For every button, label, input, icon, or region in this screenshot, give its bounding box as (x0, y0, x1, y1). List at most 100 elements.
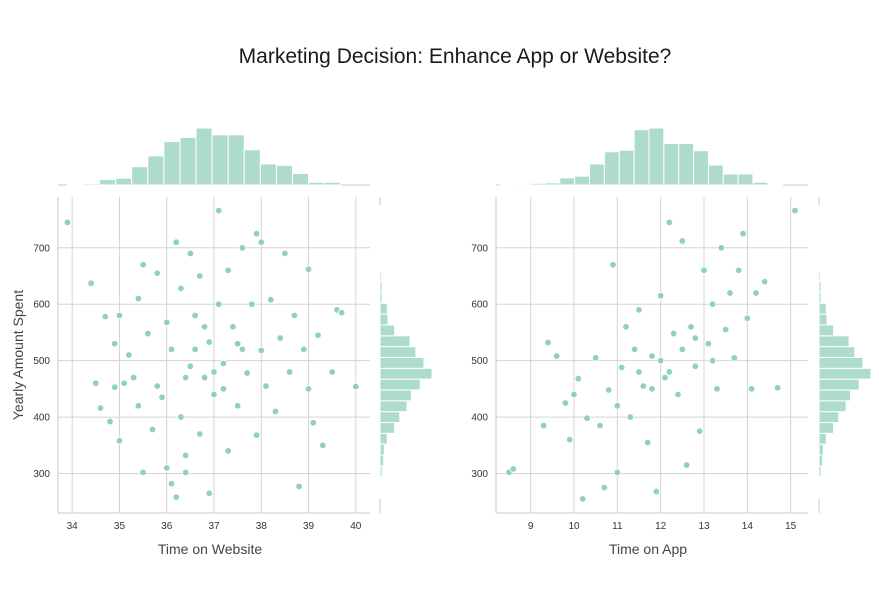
scatter-point (304, 385, 313, 393)
scatter-point (682, 461, 691, 469)
scatter-point (643, 438, 652, 447)
scatter-point (669, 329, 678, 338)
scatter-point (717, 244, 726, 252)
scatter-panel-app: 9 10 11 12 13 14 15 300 400 500 600 700 (471, 197, 808, 532)
scatter-point (139, 261, 147, 269)
scatter-point (205, 338, 213, 346)
scatter-point (613, 468, 622, 477)
scatter-point (229, 323, 237, 331)
scatter-point (158, 393, 166, 402)
scatter-point (565, 435, 574, 444)
scatter-point (656, 292, 665, 300)
scatter-point (708, 356, 717, 365)
scatter-point (613, 402, 622, 410)
x-tick-label: 9 (528, 521, 534, 532)
right-hist-bar (379, 356, 425, 369)
scatter-point (539, 421, 548, 430)
scatter-point (600, 483, 609, 492)
right-hist-bar (379, 454, 385, 467)
scatter-point (687, 323, 695, 331)
top-hist-bar (693, 150, 709, 186)
scatter-point (570, 390, 578, 399)
scatter-point (139, 468, 147, 477)
scatter-point (167, 345, 176, 354)
scatter-point (734, 266, 743, 275)
scatter-point (233, 340, 242, 348)
scatter-point (191, 311, 199, 320)
x-tick-label: 37 (208, 521, 220, 532)
scatter-point (153, 382, 161, 390)
top-hist-bar (259, 163, 277, 186)
right-hist-bar (818, 324, 835, 337)
scatter-point (219, 385, 228, 393)
scatter-point (153, 269, 161, 277)
right-hist-bar (379, 421, 396, 434)
scatter-point (238, 345, 247, 354)
scatter-point (578, 495, 587, 503)
top-hist-bar (722, 173, 739, 186)
scatter-point (352, 382, 360, 391)
right-hist-bar (379, 270, 382, 283)
right-hist-bar (379, 367, 433, 380)
scatter-point (134, 294, 143, 303)
top-hist-bar (752, 181, 769, 186)
top-hist-bar (195, 127, 213, 186)
scatter-point (721, 325, 730, 334)
right-hist-bar (379, 302, 388, 315)
scatter-point (252, 229, 261, 238)
right-hist-bar (379, 291, 383, 304)
scatter-point (304, 265, 313, 273)
top-hist-bar (574, 175, 591, 186)
right-histogram-website (379, 197, 433, 513)
scatter-point (622, 323, 630, 331)
scatter-point (708, 300, 717, 308)
scatter-point (215, 206, 223, 215)
y-tick-label: 300 (471, 469, 488, 480)
right-hist-bar (379, 486, 382, 499)
top-hist-bar (737, 173, 754, 186)
scatter-point (635, 306, 643, 314)
scatter-point (596, 421, 604, 430)
scatter-point (665, 368, 674, 376)
top-hist-bar (227, 134, 245, 186)
scatter-point (172, 493, 180, 501)
scatter-point (552, 352, 561, 360)
right-hist-bar (818, 270, 821, 283)
top-hist-bar (99, 179, 117, 186)
scatter-point (509, 465, 518, 473)
scatter-point (120, 379, 128, 387)
scatter-point (730, 354, 739, 362)
scatter-point (695, 427, 704, 435)
scatter-point (96, 404, 105, 412)
right-hist-bar (818, 335, 850, 348)
right-hist-bar (379, 378, 421, 391)
scatter-point (544, 338, 552, 347)
scatter-point (224, 447, 232, 455)
scatter-point (243, 369, 251, 377)
right-hist-bar (818, 281, 822, 293)
right-hist-bar (818, 421, 835, 434)
top-hist-bar (514, 183, 531, 186)
top-hist-bar (499, 183, 516, 186)
right-hist-bar (379, 226, 382, 239)
scatter-point (674, 390, 682, 399)
scatter-point (129, 373, 138, 382)
right-hist-bar (818, 291, 822, 304)
top-hist-bar (589, 163, 605, 186)
top-hist-bar (163, 141, 181, 186)
figure-title: Marketing Decision: Enhance App or Websi… (239, 45, 672, 68)
scatter-point (639, 382, 648, 390)
top-hist-bar (678, 142, 695, 186)
scatter-point (630, 345, 639, 354)
scatter-point (167, 479, 176, 488)
x-axis-label-website: Time on Website (158, 541, 262, 557)
x-tick-label: 40 (350, 521, 362, 532)
top-hist-bar (559, 177, 576, 186)
y-tick-label: 600 (471, 300, 488, 311)
scatter-point (262, 382, 270, 390)
scatter-point (215, 300, 223, 308)
scatter-point (561, 399, 570, 407)
right-histogram-app (818, 197, 872, 513)
x-tick-label: 39 (303, 521, 315, 532)
scatter-point (92, 379, 100, 387)
